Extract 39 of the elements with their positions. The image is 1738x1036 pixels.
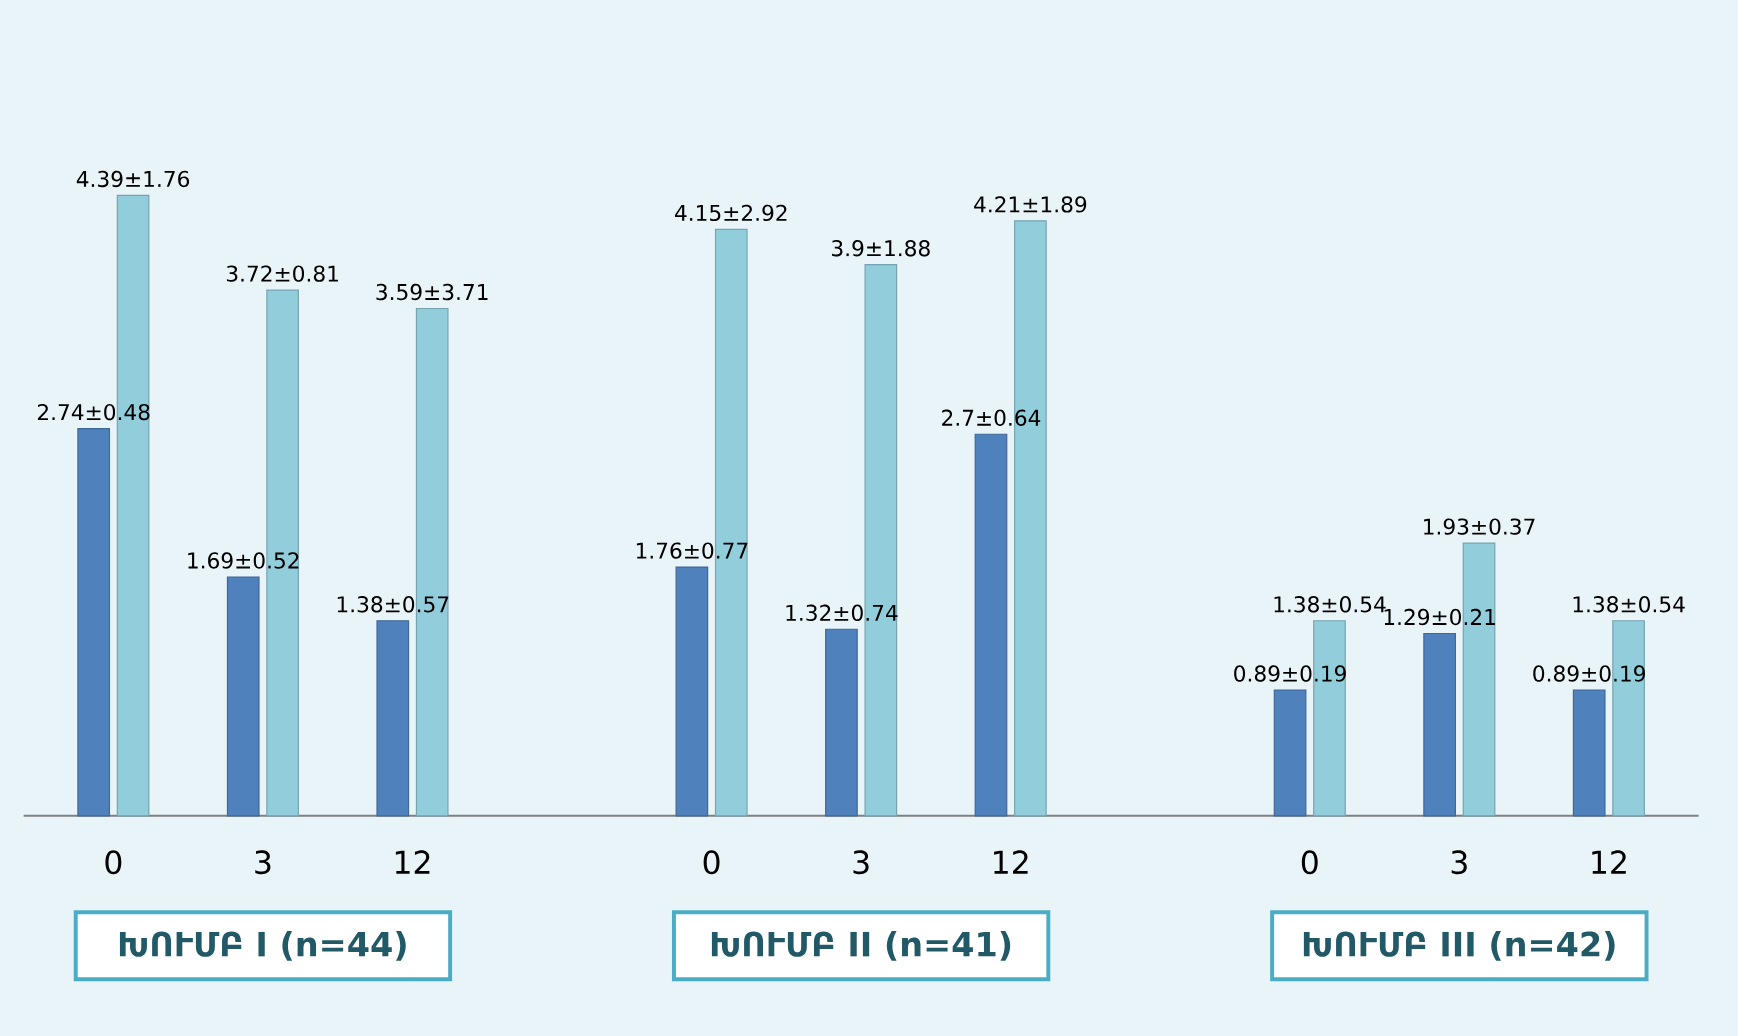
data-label: 2.7±0.64	[942, 409, 1041, 426]
data-label: 1.38±0.57	[337, 595, 449, 613]
data-label: 3.9±1.88	[832, 239, 930, 257]
data-label: 4.15±2.92	[675, 204, 787, 221]
bar	[974, 433, 1008, 817]
data-label: 2.74±0.48	[37, 403, 150, 421]
data-label: 1.93±0.37	[1424, 518, 1535, 535]
bar	[825, 628, 858, 817]
x-tick-label: 12	[994, 850, 1028, 874]
data-label: 1.32±0.74	[786, 604, 898, 621]
x-tick-label: 3	[255, 850, 271, 874]
bar	[1572, 689, 1606, 817]
bar	[675, 566, 709, 817]
text: ԽՈՒՄԲ I (n=44)	[119, 930, 406, 961]
data-label: 0.89±0.19	[1533, 665, 1645, 682]
x-tick-label: 0	[105, 850, 122, 874]
bar	[1423, 632, 1456, 817]
data-label: 4.21±1.89	[974, 195, 1087, 213]
bar	[77, 427, 111, 817]
data-label: 3.59±3.71	[376, 283, 488, 300]
data-label: 1.38±0.54	[1274, 595, 1386, 613]
text: ԽՈՒՄԲ III (n=42)	[1303, 930, 1615, 961]
x-tick-label: 0	[703, 850, 720, 874]
data-label: 1.29±0.21	[1384, 608, 1495, 625]
x-tick-label: 12	[1592, 850, 1626, 874]
data-label: 1.69±0.52	[188, 552, 299, 569]
bar	[226, 576, 260, 817]
text: ԽՈՒՄԲ II (n=41)	[711, 930, 1011, 961]
x-tick-label: 3	[853, 850, 869, 874]
bar	[376, 619, 410, 817]
data-label: 0.89±0.19	[1234, 665, 1346, 682]
data-label: 1.38±0.54	[1573, 595, 1685, 613]
x-tick-label: 12	[395, 850, 430, 874]
data-label: 3.72±0.81	[226, 265, 338, 282]
bar	[1273, 689, 1307, 817]
x-tick-label: 3	[1451, 850, 1467, 874]
x-tick-label: 0	[1301, 850, 1318, 874]
data-label: 4.39±1.76	[76, 170, 190, 187]
data-label: 1.76±0.77	[636, 542, 748, 559]
